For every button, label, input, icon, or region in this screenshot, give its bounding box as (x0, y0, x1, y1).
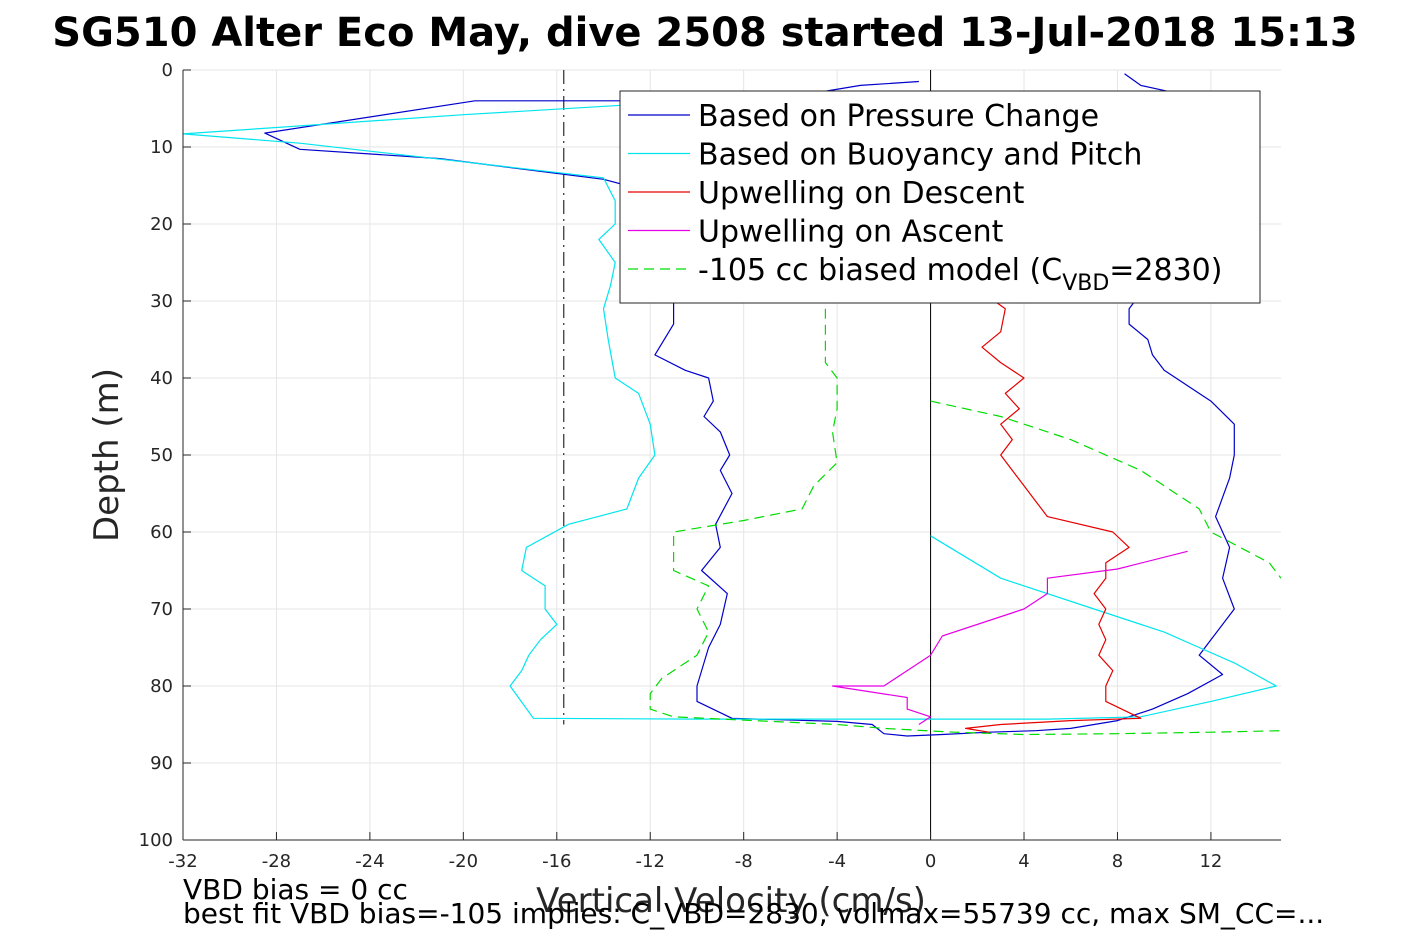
y-tick-label-9: 90 (150, 753, 173, 774)
legend-label-2: Upwelling on Descent (698, 176, 1025, 211)
y-tick-label-0: 0 (162, 60, 173, 81)
y-tick-label-4: 40 (150, 368, 173, 389)
x-tick-label-8: 0 (925, 851, 936, 872)
series-line-6 (930, 400, 1281, 579)
x-tick-label-1: -28 (262, 851, 291, 872)
x-tick-label-9: 4 (1018, 851, 1029, 872)
y-tick-label-5: 50 (150, 445, 173, 466)
x-tick-label-6: -8 (735, 851, 753, 872)
legend-label-3: Upwelling on Ascent (698, 215, 1004, 250)
y-tick-label-2: 20 (150, 214, 173, 235)
series-line-2 (183, 100, 1277, 720)
x-tick-label-7: -4 (828, 851, 846, 872)
y-tick-label-6: 60 (150, 522, 173, 543)
y-tick-label-7: 70 (150, 599, 173, 620)
x-tick-label-2: -24 (355, 851, 384, 872)
x-tick-label-5: -12 (636, 851, 665, 872)
x-tick-label-10: 8 (1112, 851, 1123, 872)
y-axis-label: Depth (m) (87, 368, 127, 542)
y-tick-label-10: 100 (139, 830, 173, 851)
legend-label-0: Based on Pressure Change (698, 99, 1099, 134)
best-fit-note: best fit VBD bias=-105 implies: C_VBD=28… (183, 897, 1325, 930)
series-line-5 (649, 308, 1281, 736)
legend-label-end: =2830) (1109, 253, 1222, 288)
legend: Based on Pressure Change Based on Buoyanc… (619, 90, 1261, 304)
x-axis-label: Vertical Velocity (cm/s) (536, 881, 926, 921)
series-line-0 (264, 80, 1036, 737)
legend-label-subscript: VBD (1062, 271, 1109, 296)
x-tick-label-3: -20 (449, 851, 478, 872)
series-line-4 (831, 550, 1188, 726)
chart-title: SG510 Alter Eco May, dive 2508 started 1… (52, 10, 1357, 56)
y-tick-label-1: 10 (150, 137, 173, 158)
series-line-3 (965, 296, 1142, 733)
legend-label-main: -105 cc biased model (C (698, 253, 1062, 288)
x-tick-label-0: -32 (168, 851, 197, 872)
legend-label-1: Based on Buoyancy and Pitch (698, 138, 1142, 173)
y-tick-label-8: 80 (150, 676, 173, 697)
legend-box (619, 90, 1261, 304)
vbd-bias-note: VBD bias = 0 cc (183, 873, 408, 906)
x-tick-label-4: -16 (542, 851, 571, 872)
legend-label-4: -105 cc biased model (CVBD=2830) (698, 253, 1222, 296)
y-tick-label-3: 30 (150, 291, 173, 312)
x-tick-label-11: 12 (1199, 851, 1222, 872)
